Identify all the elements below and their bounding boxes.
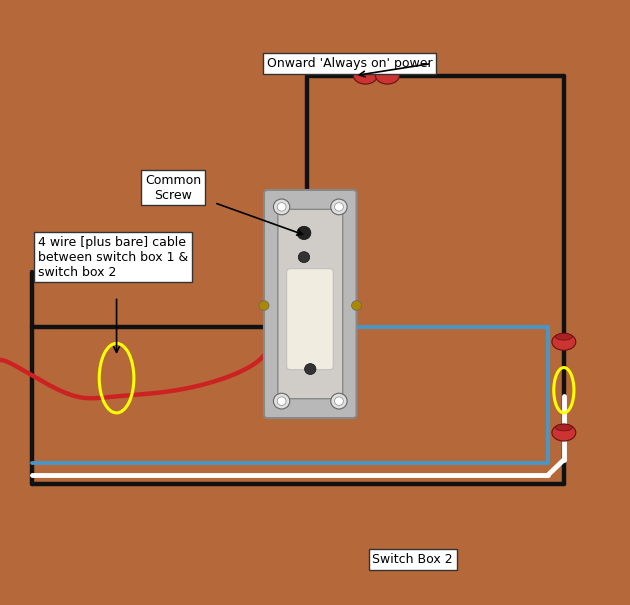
Ellipse shape xyxy=(375,67,399,84)
Circle shape xyxy=(259,301,269,310)
Circle shape xyxy=(352,301,362,310)
Text: Switch Box 2: Switch Box 2 xyxy=(372,553,453,566)
Circle shape xyxy=(277,203,286,211)
FancyBboxPatch shape xyxy=(264,190,357,418)
Ellipse shape xyxy=(556,333,572,340)
Text: Onward 'Always on' power: Onward 'Always on' power xyxy=(267,57,432,70)
Text: Common
Screw: Common Screw xyxy=(145,174,202,201)
Circle shape xyxy=(297,226,311,240)
Circle shape xyxy=(331,199,347,215)
Circle shape xyxy=(335,203,343,211)
Ellipse shape xyxy=(552,333,576,350)
Ellipse shape xyxy=(353,67,377,84)
Ellipse shape xyxy=(552,424,576,441)
Circle shape xyxy=(331,393,347,409)
Ellipse shape xyxy=(357,67,374,74)
Circle shape xyxy=(298,252,310,263)
Circle shape xyxy=(277,397,286,405)
Ellipse shape xyxy=(379,67,396,74)
Circle shape xyxy=(304,364,316,374)
Circle shape xyxy=(273,199,290,215)
Text: 4 wire [plus bare] cable
between switch box 1 &
switch box 2: 4 wire [plus bare] cable between switch … xyxy=(38,235,188,279)
Circle shape xyxy=(273,393,290,409)
Ellipse shape xyxy=(556,424,572,431)
Circle shape xyxy=(335,397,343,405)
FancyBboxPatch shape xyxy=(278,209,343,399)
FancyBboxPatch shape xyxy=(287,269,333,370)
